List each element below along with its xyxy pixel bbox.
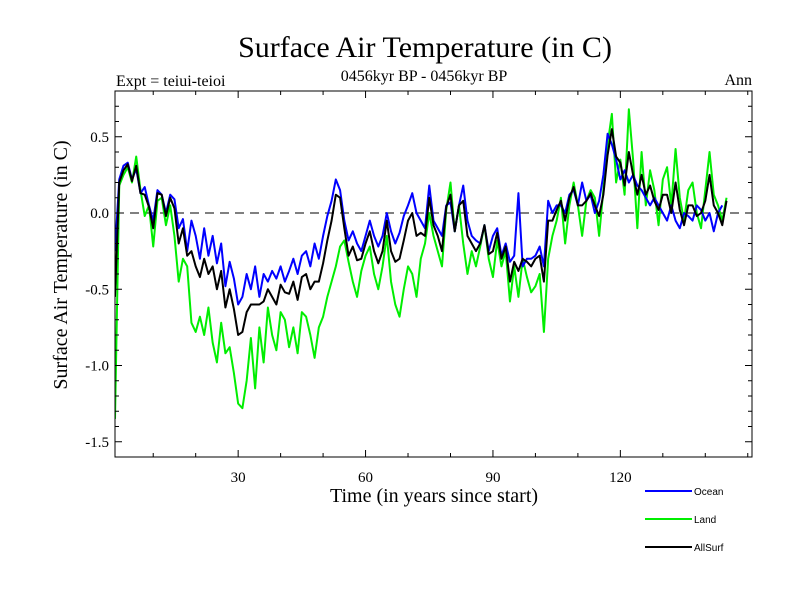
y-tick-label: 0.5: [90, 130, 109, 146]
season-label: Ann: [724, 72, 752, 89]
y-tick-label: -1.5: [85, 435, 109, 451]
series-line-ocean: [115, 132, 724, 306]
plot-frame: [114, 90, 753, 458]
x-axis-label: Time (in years since start): [330, 485, 538, 507]
legend: Ocean Land AllSurf: [645, 487, 724, 554]
y-tick-label: -1.0: [85, 359, 109, 375]
legend-label-ocean: Ocean: [694, 487, 723, 498]
y-tick-label: -0.5: [85, 282, 109, 298]
experiment-label: Expt = teiui-teioi: [116, 73, 226, 90]
series-line-allsurf: [115, 128, 728, 336]
legend-label-allsurf: AllSurf: [694, 543, 724, 554]
y-tick-label: 0.0: [90, 206, 109, 222]
x-tick-label: 60: [358, 470, 373, 486]
legend-label-land: Land: [694, 515, 716, 526]
series-group: [115, 108, 728, 419]
series-line-land: [115, 108, 728, 419]
x-tick-label: 90: [485, 470, 500, 486]
chart-title: Surface Air Temperature (in C): [238, 31, 612, 64]
axis-ticks: 30 60 90 120 -1.5 -1.0 -0.5 0.0 0.5: [85, 91, 752, 486]
x-tick-label: 30: [231, 470, 246, 486]
y-axis-label: Surface Air Temperature (in C): [50, 140, 72, 389]
x-tick-label: 120: [609, 470, 632, 486]
period-label: 0456kyr BP - 0456kyr BP: [341, 68, 508, 85]
